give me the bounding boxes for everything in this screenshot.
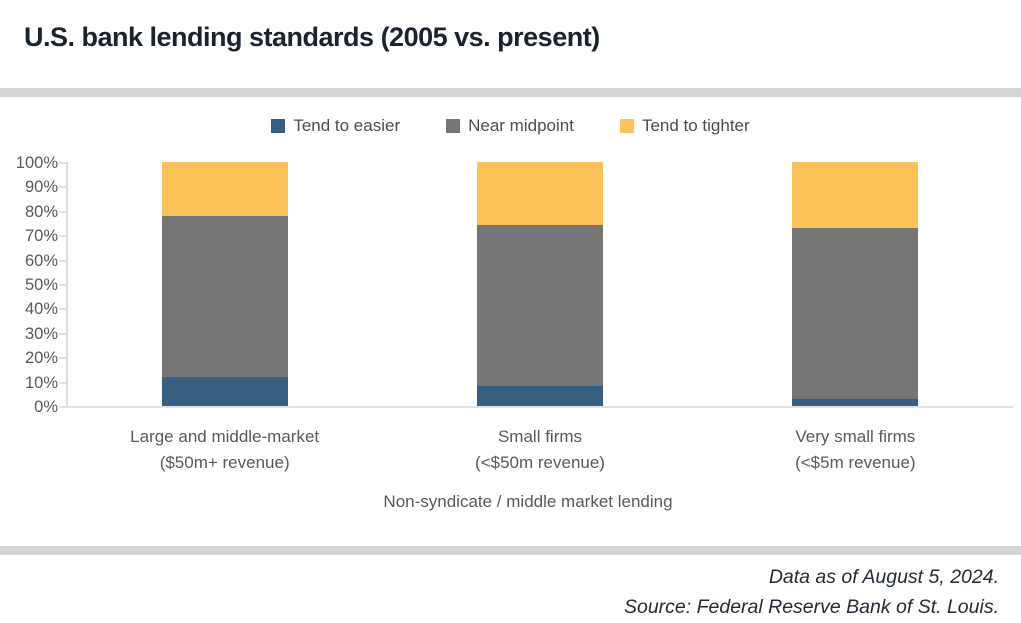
y-axis-tick — [59, 186, 67, 189]
x-axis-line — [61, 406, 1013, 408]
y-tick-label: 60% — [24, 251, 58, 270]
chart-legend: Tend to easier Near midpoint Tend to tight… — [0, 116, 1021, 136]
x-category-label-2: Small firms (<$50m revenue) — [380, 424, 700, 476]
footer-note: Data as of August 5, 2024. Source: Feder… — [624, 562, 999, 622]
bar-segment — [792, 162, 919, 228]
stacked-bar-3 — [792, 162, 919, 406]
y-axis-tick — [59, 308, 67, 311]
bar-segment — [161, 376, 288, 406]
x-axis-title: Non-syndicate / middle market lending — [383, 492, 673, 511]
y-axis-tick — [59, 259, 67, 262]
bar-segment — [161, 215, 288, 377]
y-tick-label: 10% — [24, 373, 58, 392]
legend-item-1: Tend to easier — [271, 116, 400, 136]
x-category-label-line: Large and middle-market — [130, 427, 320, 446]
y-tick-label: 30% — [24, 324, 58, 343]
bar-segment — [477, 162, 603, 226]
x-category-label-line: ($50m+ revenue) — [159, 453, 290, 472]
bottom-divider — [0, 546, 1021, 555]
x-category-label-line: Small firms — [497, 427, 583, 446]
legend-label: Tend to easier — [293, 116, 401, 135]
y-axis-line — [66, 162, 68, 408]
top-divider — [0, 88, 1021, 97]
legend-item-3: Tend to tighter — [619, 116, 750, 136]
y-tick-label: 40% — [24, 300, 58, 319]
stacked-bar-1 — [161, 162, 288, 406]
x-category-label-line: (<$5m revenue) — [795, 453, 916, 472]
page-title: U.S. bank lending standards (2005 vs. pr… — [24, 22, 600, 52]
y-tick-label: 80% — [24, 202, 58, 221]
y-axis-tick — [59, 284, 67, 286]
legend-swatch-icon — [271, 119, 286, 133]
legend-label: Near midpoint — [468, 116, 574, 135]
y-tick-label: 90% — [24, 178, 58, 197]
y-tick-label: 0% — [34, 398, 58, 416]
y-tick-label: 20% — [24, 349, 58, 368]
stacked-bar-2 — [477, 162, 603, 406]
y-axis-tick — [59, 357, 67, 360]
legend-item-2: Near midpoint — [446, 116, 574, 136]
y-axis-tick — [59, 162, 67, 164]
bar-segment — [161, 162, 288, 216]
footer-date: Data as of August 5, 2024. — [768, 566, 999, 588]
bar-segment — [477, 225, 603, 387]
footer-source: Source: Federal Reserve Bank of St. Loui… — [623, 596, 999, 618]
y-axis-tick — [59, 210, 67, 213]
bar-segment — [792, 398, 919, 406]
legend-swatch-icon — [446, 119, 461, 133]
y-tick-label: 100% — [15, 154, 58, 172]
legend-swatch-icon — [619, 119, 634, 133]
x-category-label-1: Large and middle-market ($50m+ revenue) — [65, 424, 385, 476]
y-axis-tick — [59, 235, 67, 238]
y-axis-tick — [59, 406, 67, 408]
bar-segment — [792, 227, 919, 399]
bar-segment — [477, 386, 603, 406]
x-category-label-3: Very small firms (<$5m revenue) — [695, 424, 1015, 476]
x-category-label-line: Very small firms — [795, 427, 916, 446]
y-axis-tick — [59, 381, 67, 384]
y-tick-label: 70% — [24, 227, 58, 246]
x-category-label-line: (<$50m revenue) — [475, 453, 605, 472]
legend-label: Tend to tighter — [641, 116, 750, 135]
y-axis-tick — [59, 332, 67, 335]
y-tick-label: 50% — [24, 276, 58, 294]
